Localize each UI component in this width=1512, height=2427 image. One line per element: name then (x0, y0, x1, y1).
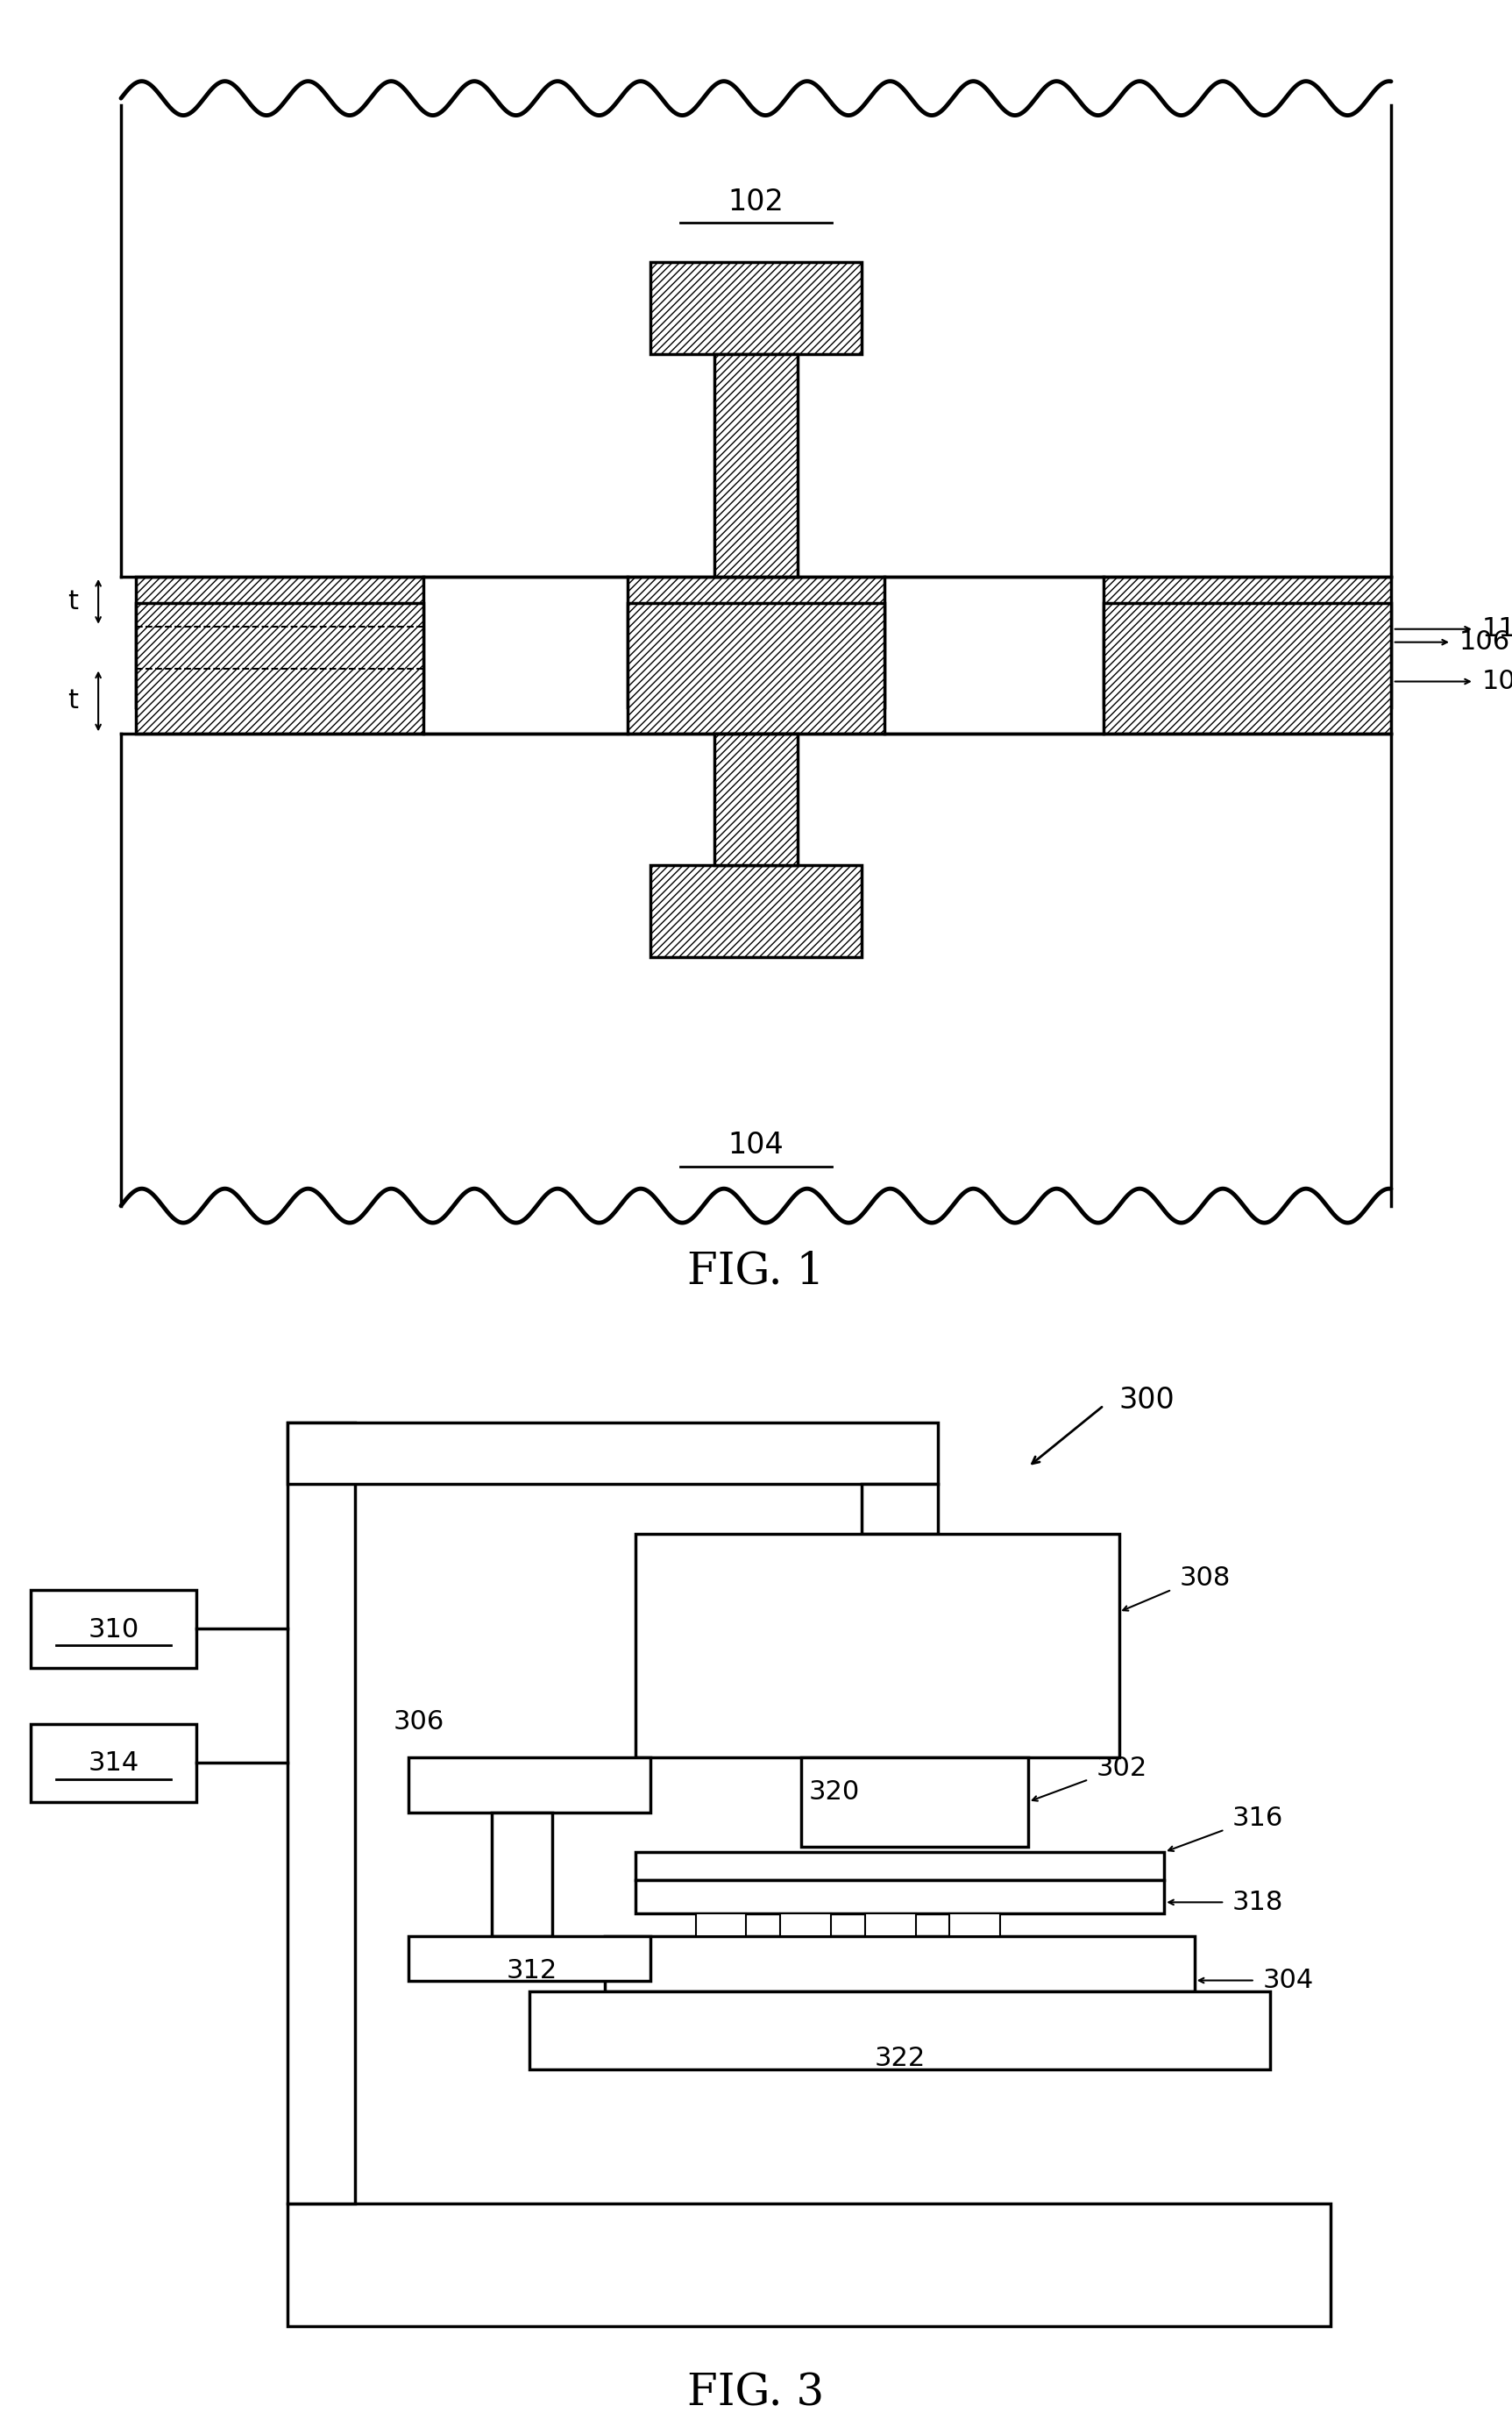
Bar (627, 578, 885, 709)
Text: 320: 320 (809, 1779, 860, 1806)
Bar (30, 1590, 197, 1667)
Bar (950, 1912, 1001, 1937)
Bar (650, 262, 862, 354)
Text: 306: 306 (393, 1709, 445, 1735)
Bar (408, 1937, 650, 1980)
Bar (650, 864, 862, 956)
Text: 106: 106 (1459, 629, 1510, 655)
Bar (605, 1937, 1194, 1993)
Text: 102: 102 (727, 187, 785, 216)
Text: 310: 310 (88, 1616, 139, 1643)
Text: 316: 316 (1232, 1806, 1284, 1832)
Text: 300: 300 (1119, 1386, 1175, 1415)
Text: t: t (68, 590, 77, 614)
Text: 108: 108 (1482, 670, 1512, 694)
Text: 308: 308 (1179, 1565, 1231, 1592)
Text: t: t (68, 689, 77, 714)
Text: 312: 312 (507, 1959, 558, 1983)
Text: 322: 322 (874, 2046, 925, 2070)
Bar (408, 1757, 650, 1813)
Text: FIG. 1: FIG. 1 (688, 1250, 824, 1294)
Bar (287, 1422, 937, 1483)
Bar (780, 1912, 832, 1937)
Bar (696, 1912, 747, 1937)
Bar (287, 1422, 355, 2204)
Bar (801, 1757, 1028, 1847)
Bar (714, 354, 798, 578)
Bar (714, 733, 798, 864)
Bar (862, 1483, 937, 1534)
Bar (635, 1534, 1119, 1757)
Bar (865, 1912, 916, 1937)
Text: 304: 304 (1263, 1968, 1314, 1993)
Text: FIG. 3: FIG. 3 (688, 2371, 824, 2415)
Bar (635, 1852, 1164, 1881)
Bar (1104, 578, 1391, 709)
Bar (136, 578, 423, 709)
Bar (30, 1723, 197, 1801)
Text: 104: 104 (729, 1131, 783, 1160)
Text: 302: 302 (1096, 1755, 1148, 1781)
Bar (1104, 602, 1391, 733)
Bar (287, 2204, 1331, 2327)
Bar (136, 602, 423, 733)
Bar (627, 602, 885, 733)
Text: 318: 318 (1232, 1891, 1284, 1915)
Bar (635, 1881, 1164, 1912)
Bar (529, 1993, 1270, 2070)
Text: 314: 314 (88, 1750, 139, 1777)
Bar (491, 1813, 552, 1937)
Text: 110: 110 (1482, 616, 1512, 641)
